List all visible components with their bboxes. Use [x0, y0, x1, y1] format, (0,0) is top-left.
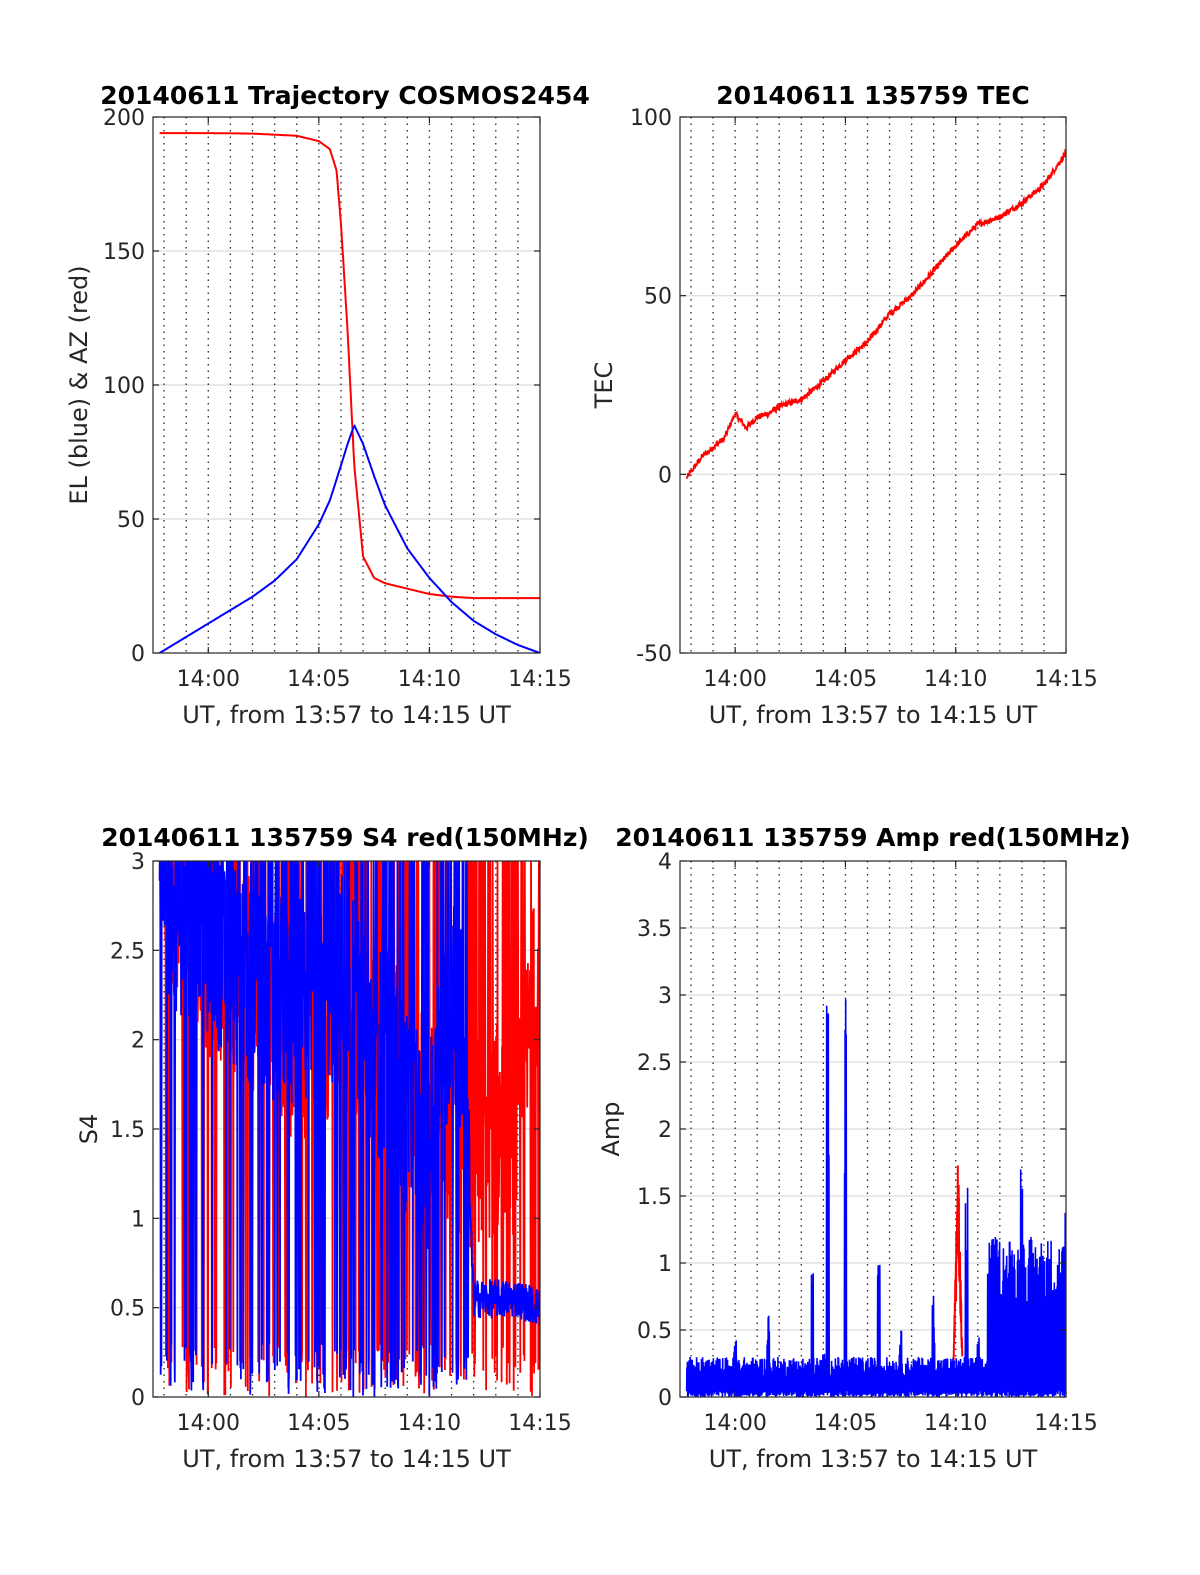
x-tick-label: 14:05: [814, 667, 877, 692]
az-series-line: [159, 132, 540, 600]
y-tick-label: 150: [103, 240, 145, 265]
el-series-line: [159, 424, 540, 653]
x-tick-label: 14:10: [398, 667, 461, 692]
y-tick-label: 100: [103, 374, 145, 399]
plot-area: [685, 148, 1066, 479]
plot-area: [158, 861, 540, 1397]
chart-panel-tec: -50 0 50 100 14:00 14:05 14:10 14:15 UT, from 13…: [590, 81, 1098, 729]
chart-title: 20140611 135759 S4 red(150MHz): [101, 823, 589, 852]
x-tick-label: 14:00: [177, 1411, 240, 1436]
y-tick-label: 0: [658, 463, 672, 488]
axes-box: [679, 116, 1067, 654]
x-tick-label: 14:05: [287, 1411, 350, 1436]
chart-title: 20140611 135759 TEC: [716, 81, 1029, 110]
chart-panel-traj: 0 50 100 150 200 14:00 14:05 14:10 14:15 UT, from…: [65, 81, 590, 729]
s4-blue-series-line: [158, 861, 540, 1397]
y-tick-label: 50: [644, 285, 672, 310]
x-axis-label: UT, from 13:57 to 14:15 UT: [709, 1445, 1038, 1473]
y-tick-label: 0: [131, 1386, 145, 1411]
y-tick-label: 1: [131, 1207, 145, 1232]
x-axis-label: UT, from 13:57 to 14:15 UT: [182, 1445, 511, 1473]
x-tick-label: 14:10: [924, 667, 987, 692]
y-axis-label: TEC: [590, 362, 618, 410]
x-tick-label: 14:05: [287, 667, 350, 692]
y-tick-label: 1.5: [637, 1185, 672, 1210]
x-tick-label: 14:15: [508, 667, 571, 692]
y-tick-label: 0: [131, 642, 145, 667]
y-tick-label: 1: [658, 1252, 672, 1277]
y-axis-label: Amp: [597, 1101, 625, 1156]
y-tick-label: 3: [658, 984, 672, 1009]
y-tick-label: 50: [117, 508, 145, 533]
y-tick-label: 4: [658, 850, 672, 875]
x-tick-label: 14:15: [1034, 667, 1097, 692]
y-tick-label: 2.5: [110, 939, 145, 964]
x-tick-label: 14:00: [703, 1411, 766, 1436]
x-tick-label: 14:00: [177, 667, 240, 692]
x-tick-label: 14:10: [924, 1411, 987, 1436]
y-tick-label: 100: [630, 106, 672, 131]
y-tick-label: -50: [636, 642, 672, 667]
y-tick-label: 1.5: [110, 1118, 145, 1143]
y-tick-label: 0.5: [110, 1297, 145, 1322]
y-tick-label: 2: [131, 1029, 145, 1054]
x-tick-label: 14:05: [814, 1411, 877, 1436]
x-tick-label: 14:00: [703, 667, 766, 692]
plot-area: [159, 132, 540, 653]
chart-title: 20140611 135759 Amp red(150MHz): [615, 823, 1131, 852]
y-tick-label: 2: [658, 1118, 672, 1143]
amp-blue-series-line: [685, 999, 1066, 1397]
y-tick-label: 0.5: [637, 1319, 672, 1344]
x-axis-label: UT, from 13:57 to 14:15 UT: [182, 701, 511, 729]
x-axis-label: UT, from 13:57 to 14:15 UT: [709, 701, 1038, 729]
y-tick-label: 3: [131, 850, 145, 875]
amp-red-series-line: [952, 1165, 964, 1363]
x-tick-label: 14:15: [508, 1411, 571, 1436]
tec-series-line: [685, 148, 1066, 479]
y-tick-label: 3.5: [637, 917, 672, 942]
x-tick-label: 14:10: [398, 1411, 461, 1436]
chart-panel-amp: 0 0.5 1 1.5 2 2.5 3 3.5 4 14:00 14:05 14:10 14:15 UT,…: [597, 823, 1131, 1473]
chart-title: 20140611 Trajectory COSMOS2454: [100, 81, 590, 110]
y-axis-label: S4: [75, 1114, 103, 1145]
y-axis-label: EL (blue) & AZ (red): [65, 265, 93, 504]
y-tick-label: 200: [103, 106, 145, 131]
y-tick-label: 0: [658, 1386, 672, 1411]
x-tick-label: 14:15: [1034, 1411, 1097, 1436]
y-tick-label: 2.5: [637, 1051, 672, 1076]
plot-area: [685, 999, 1066, 1397]
chart-panel-s4: 0 0.5 1 1.5 2 2.5 3 14:00 14:05 14:10 14:15 UT, fro…: [75, 823, 589, 1473]
